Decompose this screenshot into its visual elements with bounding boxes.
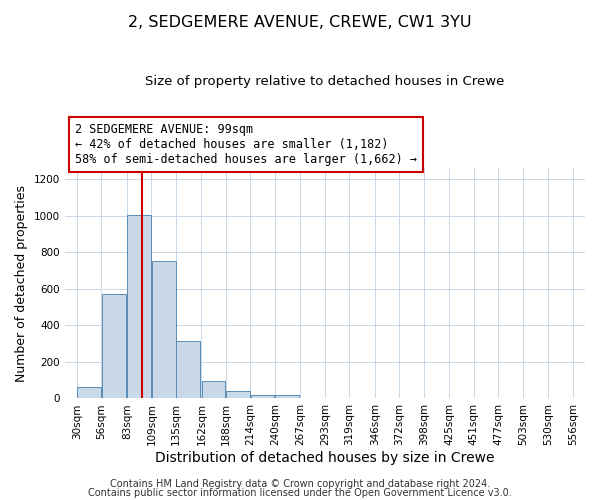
Bar [152, 262, 176, 398]
Bar [202, 381, 226, 398]
Bar [275, 395, 299, 398]
Bar [226, 391, 250, 398]
Y-axis label: Number of detached properties: Number of detached properties [15, 185, 28, 382]
Text: 2 SEDGEMERE AVENUE: 99sqm
← 42% of detached houses are smaller (1,182)
58% of se: 2 SEDGEMERE AVENUE: 99sqm ← 42% of detac… [75, 123, 417, 166]
Bar [127, 215, 151, 398]
Text: 2, SEDGEMERE AVENUE, CREWE, CW1 3YU: 2, SEDGEMERE AVENUE, CREWE, CW1 3YU [128, 15, 472, 30]
Bar [102, 294, 125, 399]
Bar [176, 341, 200, 398]
Text: Contains HM Land Registry data © Crown copyright and database right 2024.: Contains HM Land Registry data © Crown c… [110, 479, 490, 489]
X-axis label: Distribution of detached houses by size in Crewe: Distribution of detached houses by size … [155, 451, 494, 465]
Bar [251, 395, 274, 398]
Bar [77, 386, 101, 398]
Text: Contains public sector information licensed under the Open Government Licence v3: Contains public sector information licen… [88, 488, 512, 498]
Title: Size of property relative to detached houses in Crewe: Size of property relative to detached ho… [145, 75, 505, 88]
